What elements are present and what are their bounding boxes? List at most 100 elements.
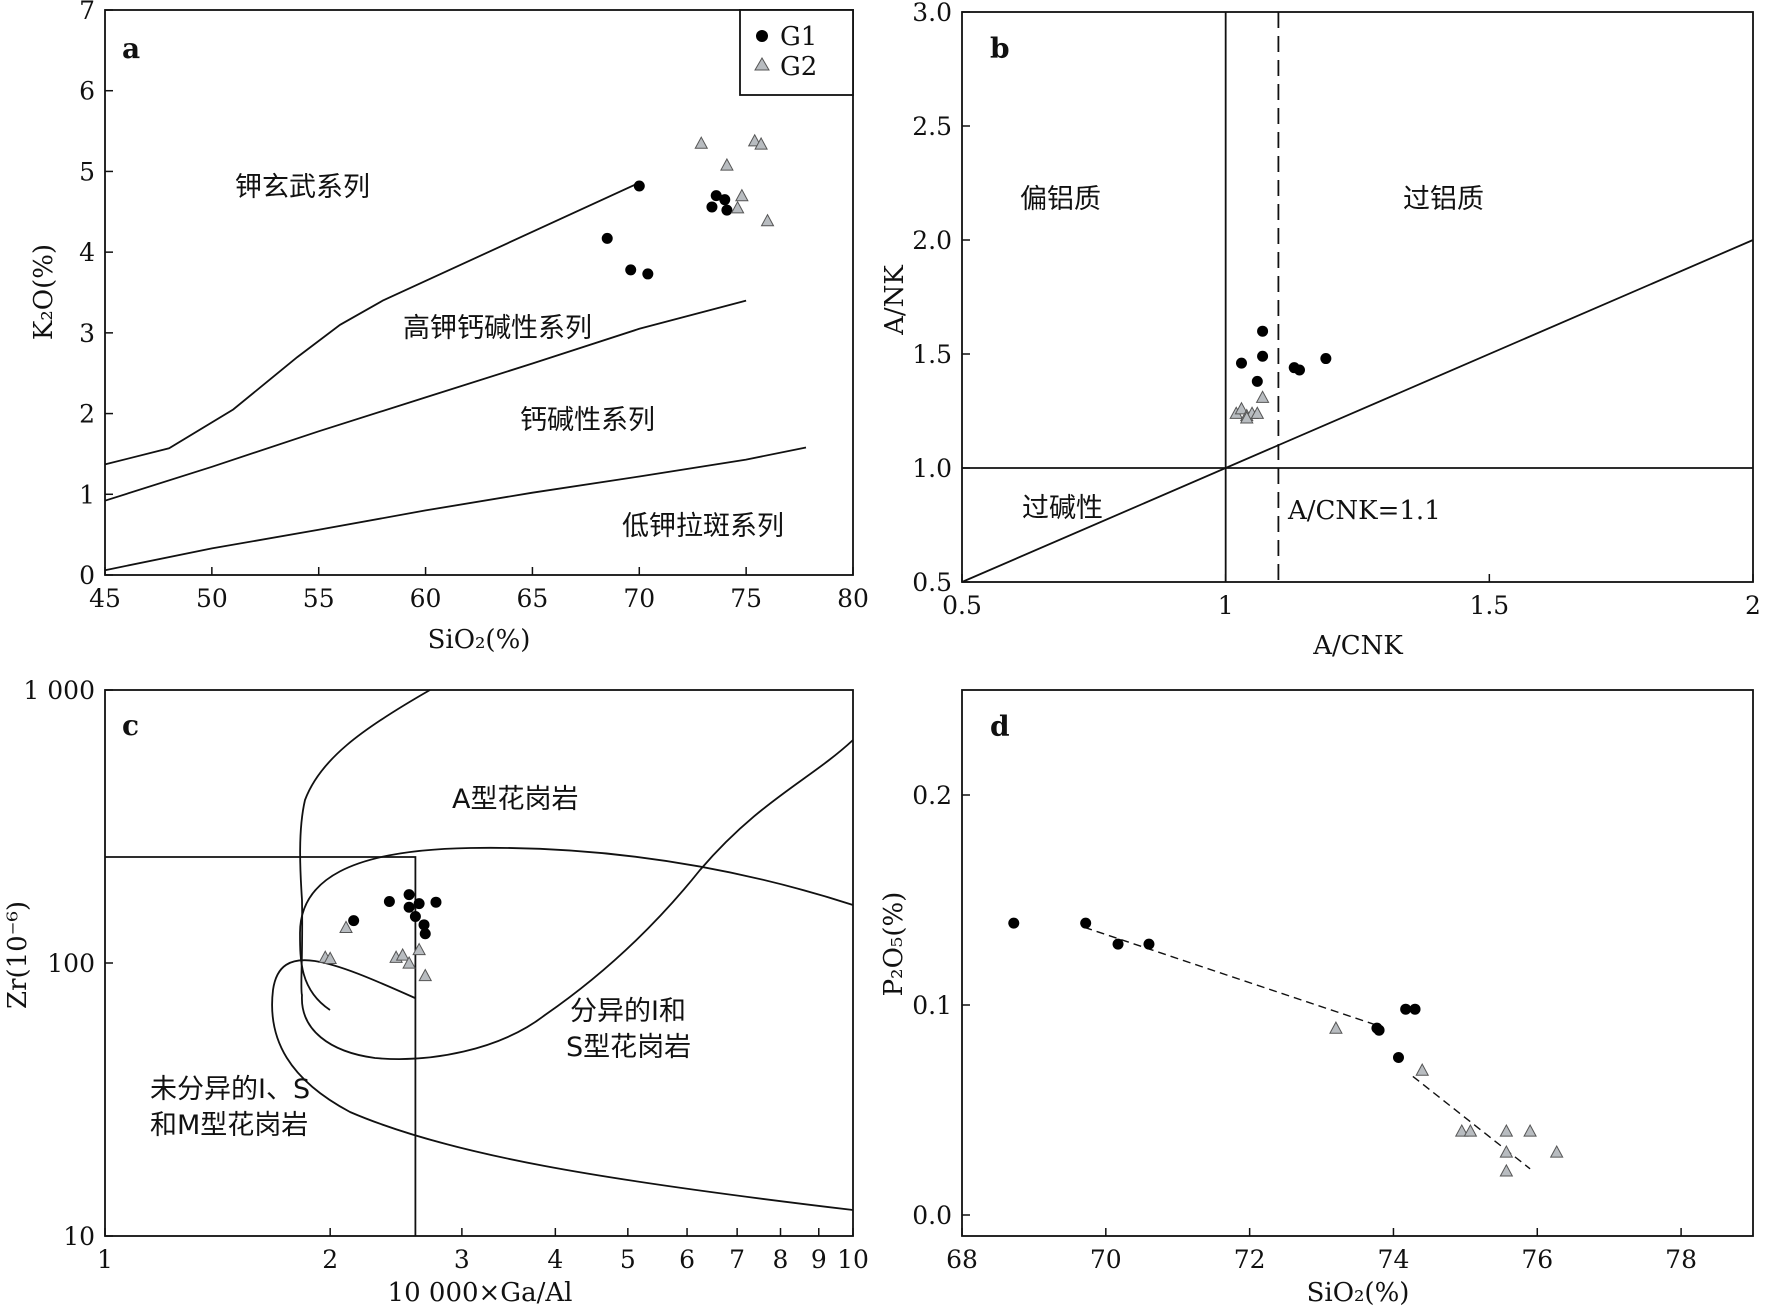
panel-d-g1-point-3 <box>1143 938 1155 950</box>
panel-c-xlabel: 10 000×Ga/Al <box>388 1278 573 1307</box>
panel-b-frame <box>961 11 1754 583</box>
panel-a-ytick-label-3: 3 <box>79 319 95 348</box>
panel-d-g1-point-5 <box>1373 1024 1385 1036</box>
panel-a-xtick-label-5: 70 <box>623 584 655 613</box>
panel-b-ytick-label-3: 2.0 <box>912 226 952 255</box>
panel-b-g1-point-1 <box>1235 357 1247 369</box>
panel-c-g2-point-1 <box>323 951 338 964</box>
panel-c: 1 2 3 4 5 6 7 8 9 10 10 100 1 000 c 10 000×Ga/Al Zr… <box>3 676 869 1307</box>
panel-d-label: d <box>990 710 1010 743</box>
panel-b-g1-point-0 <box>1257 325 1269 337</box>
panel-d-g2-point-3 <box>1463 1123 1478 1137</box>
panel-a-g2-point-6 <box>760 213 775 227</box>
panel-d-ylabel: P₂O₅(%) <box>879 892 909 997</box>
panel-a-label: a <box>122 32 140 65</box>
panel-a-ylabel: K₂O(%) <box>29 244 59 340</box>
panel-a-g1-point-5 <box>719 194 731 206</box>
panel-d-g1-point-8 <box>1409 1003 1421 1015</box>
panel-b-label: b <box>990 32 1010 65</box>
panel-d-xtick-label-1: 70 <box>1090 1245 1122 1274</box>
panel-d-trend-line-0 <box>1084 926 1380 1027</box>
panel-a-ytick-label-4: 4 <box>79 238 95 267</box>
panel-d-g2-point-4 <box>1499 1123 1514 1137</box>
panel-d-g2-point-6 <box>1499 1163 1514 1177</box>
panel-b-g1-point-2 <box>1257 350 1269 362</box>
panel-b-g1-point-6 <box>1320 353 1332 365</box>
panel-a-xtick-label-0: 45 <box>89 584 121 613</box>
panel-a-g2-point-1 <box>747 133 762 147</box>
panel-c-xtick-label-0: 1 <box>97 1245 113 1274</box>
panel-d-g1-point-7 <box>1400 1003 1412 1015</box>
panel-c-region-boundary-2 <box>271 959 854 1211</box>
panel-c-g2-point-4 <box>395 947 410 961</box>
panel-c-xtick-label-7: 8 <box>773 1245 789 1274</box>
panel-b-g2-point-0 <box>1255 390 1270 403</box>
panel-b-ylabel: A/NK <box>880 265 910 336</box>
panel-d-g2-point-7 <box>1523 1123 1537 1137</box>
panel-b-ytick-label-1: 1.0 <box>912 454 952 483</box>
panel-a-g2-point-5 <box>730 200 745 214</box>
panel-c-ytick-label-1: 100 <box>47 949 95 978</box>
panel-c-label: c <box>122 709 139 742</box>
panel-b-ytick-label-0: 0.5 <box>912 568 952 597</box>
panel-b-ytick-label-2: 1.5 <box>912 340 952 369</box>
panel-d: 68 70 72 74 76 78 0.0 0.1 0.2 d SiO₂(%) P₂O₅(%) <box>879 689 1754 1307</box>
panel-d-trend-line-1 <box>1412 1075 1531 1170</box>
panel-c-frame <box>104 689 854 1237</box>
panel-a-g2-point-3 <box>720 157 734 171</box>
panel-a-boundary-line-2 <box>104 446 807 572</box>
panel-d-g2-point-2 <box>1454 1123 1469 1137</box>
panel-b-diagonal-line <box>961 239 1754 583</box>
panel-c-discriminant-box <box>105 856 417 1236</box>
panel-c-region-boundary-1 <box>299 846 854 1011</box>
panel-c-g1-point-0 <box>403 889 415 901</box>
panel-b-xtick-label-3: 2 <box>1745 591 1761 620</box>
panel-c-g1-point-5 <box>348 915 360 927</box>
panel-a-g1-point-7 <box>721 204 733 216</box>
panel-a-ytick-label-1: 1 <box>79 480 95 509</box>
panel-c-g1-point-6 <box>409 911 421 923</box>
panel-c-xtick-label-2: 3 <box>454 1245 470 1274</box>
panel-d-xtick-label-0: 68 <box>946 1245 978 1274</box>
legend-g2-label: G2 <box>780 52 817 82</box>
panel-b-xtick-label-1: 1 <box>1218 591 1234 620</box>
panel-c-g1-point-2 <box>403 901 415 913</box>
panel-a-g1-point-1 <box>601 232 613 244</box>
panel-d-g1-point-2 <box>1112 938 1124 950</box>
panel-a-xtick-label-6: 75 <box>730 584 762 613</box>
panel-a-frame <box>104 9 854 576</box>
panel-b-g1-point-3 <box>1251 375 1263 387</box>
panel-b-g1-point-5 <box>1293 364 1305 376</box>
panel-c-g1-point-8 <box>419 928 431 940</box>
panel-d-ytick-label-2: 0.2 <box>912 781 952 810</box>
panel-c-g2-point-6 <box>412 942 426 956</box>
panel-a-boundary-line-1 <box>104 299 747 502</box>
panel-d-g2-point-1 <box>1415 1063 1430 1076</box>
region-unfractionated-2: 和M型花岗岩 <box>150 1110 308 1141</box>
panel-d-g1-point-0 <box>1008 917 1020 929</box>
panel-a-g2-point-4 <box>735 188 749 202</box>
legend-g1-marker <box>756 30 768 42</box>
panel-a-ytick-label-6: 6 <box>79 77 95 106</box>
panel-a-xtick-label-2: 55 <box>303 584 335 613</box>
region-peraluminous: 过铝质 <box>1403 184 1484 215</box>
panel-b-xtick-label-0: 0.5 <box>942 591 982 620</box>
region-shoshonite: 钾玄武系列 <box>235 172 370 203</box>
panel-c-ytick-label-0: 10 <box>63 1222 95 1251</box>
panel-a-xtick-label-1: 50 <box>196 584 228 613</box>
panel-d-ytick-label-0: 0.0 <box>912 1201 952 1230</box>
panel-c-xtick-label-9: 10 <box>837 1245 869 1274</box>
region-calc-alkaline: 钙碱性系列 <box>520 405 655 436</box>
panel-b-g2-point-5 <box>1250 406 1265 419</box>
legend-g2-marker <box>754 57 770 71</box>
panel-d-frame <box>961 689 1754 1237</box>
acnk-annotation: A/CNK=1.1 <box>1287 496 1441 526</box>
panel-c-g1-point-1 <box>383 895 395 907</box>
panel-d-g1-point-1 <box>1080 917 1092 929</box>
panel-c-xtick-label-3: 4 <box>547 1245 563 1274</box>
region-a-type: A型花岗岩 <box>452 784 578 815</box>
panel-d-xtick-label-3: 74 <box>1378 1245 1410 1274</box>
panel-c-g2-point-5 <box>402 955 416 969</box>
panel-c-xtick-label-5: 6 <box>679 1245 695 1274</box>
region-peralkaline: 过碱性 <box>1022 493 1103 524</box>
